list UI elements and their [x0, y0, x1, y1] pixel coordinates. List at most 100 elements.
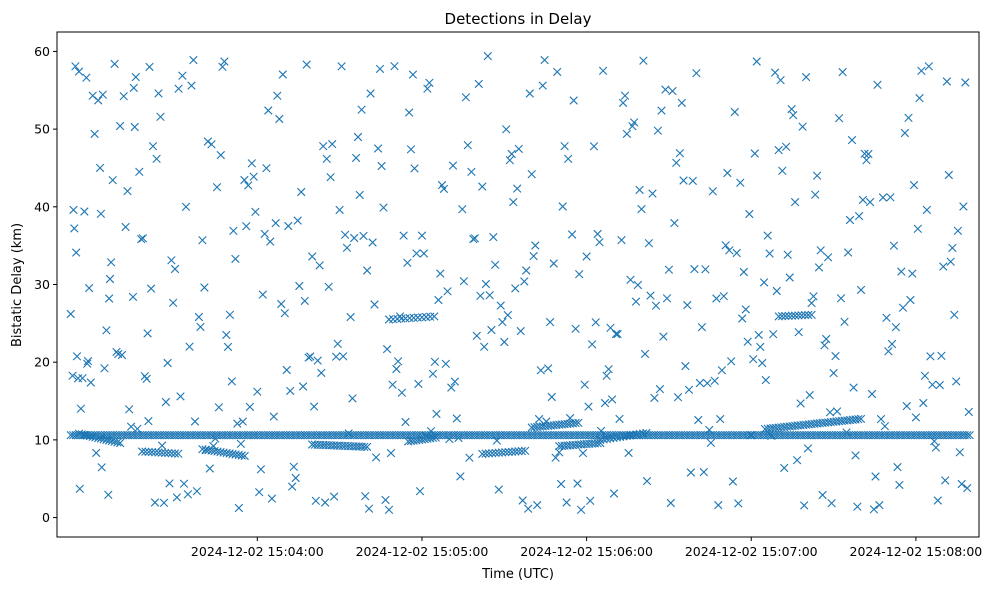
data-point-786	[454, 433, 463, 443]
data-point-760	[406, 145, 416, 154]
data-point-462	[511, 447, 520, 456]
data-point-581	[90, 129, 99, 139]
data-point-903	[668, 86, 677, 96]
data-point-998	[842, 428, 851, 437]
data-point-576	[83, 356, 93, 366]
data-point-663	[229, 226, 238, 235]
data-point-876	[618, 98, 628, 108]
data-point-872	[611, 329, 621, 339]
data-point-538	[781, 311, 790, 321]
data-point-920	[699, 467, 708, 477]
data-point-773	[430, 357, 440, 366]
data-point-897	[657, 106, 666, 115]
data-point-580	[88, 91, 97, 100]
data-point-617	[145, 62, 154, 72]
data-point-546	[807, 310, 816, 319]
data-point-1023	[887, 339, 897, 349]
data-point-680	[260, 229, 269, 239]
data-point-668	[238, 417, 247, 426]
data-point-644	[194, 312, 204, 322]
data-point-794	[469, 234, 478, 244]
data-point-427	[360, 442, 369, 451]
data-point-882	[629, 118, 639, 127]
data-point-584	[95, 163, 105, 173]
data-point-542	[794, 311, 803, 320]
data-point-901	[664, 265, 674, 274]
data-point-727	[346, 312, 355, 322]
y-tick-label-4: 40	[34, 199, 50, 214]
data-point-919	[697, 323, 707, 332]
data-point-862	[593, 229, 602, 239]
data-point-681	[262, 164, 271, 173]
data-point-1003	[851, 451, 860, 460]
data-point-987	[822, 334, 831, 344]
data-point-672	[245, 402, 255, 412]
data-point-1021	[884, 347, 893, 356]
data-point-827	[529, 251, 538, 261]
data-point-792	[465, 453, 474, 462]
data-point-1035	[909, 180, 919, 190]
data-point-674	[249, 172, 258, 181]
data-point-673	[247, 159, 256, 168]
data-point-1046	[930, 437, 939, 446]
data-point-900	[662, 294, 672, 303]
data-point-1055	[946, 257, 955, 266]
data-point-739	[368, 238, 377, 247]
data-point-566	[71, 62, 80, 71]
data-point-880	[626, 275, 635, 284]
data-point-611	[137, 234, 146, 244]
data-point-682	[264, 106, 273, 115]
data-point-614	[142, 374, 151, 383]
data-point-606	[130, 122, 139, 132]
data-point-564	[70, 224, 79, 233]
data-point-1060	[955, 448, 964, 457]
data-point-544	[800, 310, 810, 320]
data-point-743	[375, 64, 385, 74]
data-point-873	[613, 329, 622, 339]
data-point-863	[595, 238, 604, 247]
data-point-918	[695, 378, 705, 388]
data-point-988	[823, 253, 833, 262]
data-point-752	[392, 364, 401, 374]
data-point-1017	[876, 414, 886, 424]
data-point-728	[348, 394, 357, 403]
data-point-898	[659, 332, 668, 341]
data-point-1013	[869, 505, 879, 514]
data-point-885	[635, 185, 644, 195]
data-point-917	[694, 415, 703, 425]
data-point-367	[80, 430, 89, 440]
data-point-959	[770, 68, 780, 77]
data-point-808	[494, 485, 503, 494]
data-point-588	[100, 364, 109, 373]
data-point-974	[798, 122, 807, 131]
data-point-924	[706, 438, 716, 447]
data-point-945	[745, 209, 754, 219]
data-point-718	[329, 492, 339, 501]
data-point-669	[240, 175, 249, 185]
data-point-927	[712, 294, 721, 303]
data-point-757	[401, 417, 410, 427]
data-point-406	[237, 451, 246, 460]
data-point-1027	[895, 480, 904, 490]
data-point-843	[558, 202, 567, 211]
data-point-683	[266, 237, 275, 246]
data-point-378	[110, 437, 119, 446]
data-point-737	[364, 504, 374, 513]
data-point-913	[686, 468, 696, 477]
x-tick-label-3: 2024-12-02 15:07:00	[685, 544, 818, 559]
data-point-868	[604, 365, 613, 374]
data-point-770	[425, 78, 434, 87]
data-point-796	[472, 331, 481, 340]
data-point-761	[408, 70, 418, 79]
data-point-1026	[893, 462, 902, 472]
data-point-878	[622, 129, 632, 139]
data-point-563	[68, 371, 77, 380]
data-point-785	[452, 414, 461, 423]
data-point-856	[582, 252, 591, 261]
data-point-956	[765, 249, 774, 258]
data-point-452	[478, 449, 487, 459]
data-point-605	[128, 292, 138, 302]
data-point-587	[98, 90, 107, 99]
data-point-685	[269, 412, 278, 421]
data-point-1015	[873, 80, 882, 89]
